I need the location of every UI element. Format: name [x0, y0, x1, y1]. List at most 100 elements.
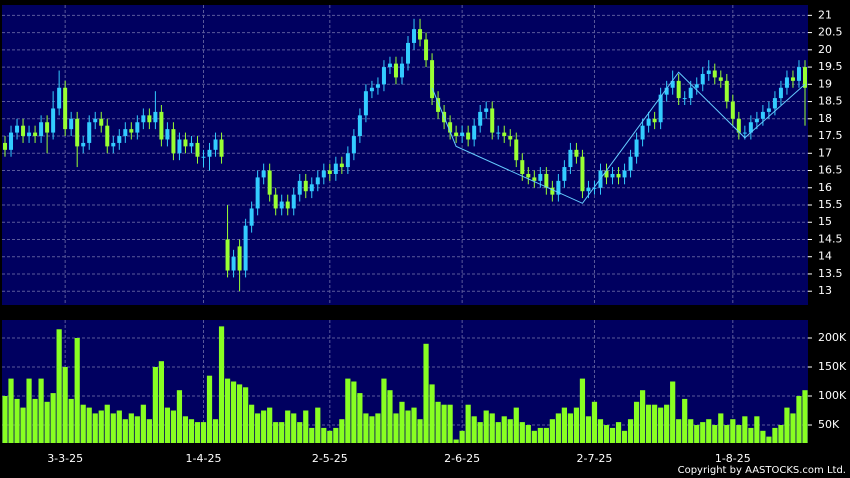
candle-body: [700, 73, 705, 85]
candle-body: [309, 184, 314, 192]
volume-bar: [471, 416, 477, 443]
candle-body: [574, 149, 579, 157]
volume-bar: [267, 407, 273, 443]
y-tick-label: 19.5: [818, 60, 843, 73]
candle-body: [387, 63, 392, 68]
candle-body: [532, 177, 537, 181]
y-tick-label: 15: [818, 215, 832, 228]
volume-bar: [591, 401, 598, 443]
candle-body: [207, 149, 212, 157]
volume-bar: [646, 404, 652, 443]
candle-body: [357, 115, 362, 137]
y-tick-label: 16.5: [818, 164, 843, 177]
candle-body: [39, 122, 44, 137]
candle-body: [369, 87, 374, 92]
volume-bar: [748, 427, 754, 443]
volume-bar: [38, 378, 44, 443]
y-tick-label: 16: [818, 181, 832, 194]
y-tick-label: 17.5: [818, 129, 843, 142]
volume-bar: [303, 410, 309, 443]
volume-bar: [188, 419, 195, 443]
volume-bar: [621, 430, 628, 443]
volume-bar: [802, 390, 808, 443]
volume-bar: [297, 422, 303, 443]
copyright: Copyright by AASTOCKS.com Ltd.: [678, 465, 846, 476]
x-tick-label: 3-3-25: [47, 452, 83, 465]
candle-body: [724, 80, 729, 102]
y-tick-label: 200K: [818, 331, 847, 344]
y-tick-label: 13.5: [818, 267, 843, 280]
candle-body: [345, 153, 350, 168]
candle-body: [514, 139, 519, 161]
y-tick-label: 50K: [818, 418, 840, 431]
candle-body: [189, 142, 194, 147]
candle-body: [742, 132, 747, 134]
candle-body: [718, 77, 723, 81]
candle-body: [273, 194, 278, 209]
candle-body: [640, 125, 645, 140]
candle-body: [406, 42, 411, 64]
candle-body: [153, 111, 158, 123]
candle-body: [682, 98, 687, 100]
y-tick-label: 15.5: [818, 198, 843, 211]
candle-body: [802, 67, 807, 88]
candle-body: [165, 129, 170, 140]
candle-body: [393, 63, 398, 78]
volume-bar: [459, 430, 465, 443]
candle-body: [339, 163, 344, 168]
volume-bar: [417, 419, 423, 443]
volume-bar: [224, 378, 231, 443]
candle-body: [63, 87, 68, 130]
candle-body: [57, 87, 62, 109]
candle-body: [688, 87, 693, 99]
volume-bar: [676, 419, 682, 443]
candle-body: [472, 125, 477, 140]
volume-bar: [134, 416, 140, 443]
volume-bar: [20, 407, 26, 443]
candle-body: [664, 87, 669, 95]
volume-bar: [633, 401, 640, 443]
candle-body: [177, 139, 182, 154]
volume-bar: [140, 404, 146, 443]
candle-body: [784, 77, 789, 88]
volume-bar: [531, 430, 537, 443]
candle-body: [502, 132, 507, 137]
candle-body: [496, 132, 501, 134]
candle-body: [81, 142, 86, 147]
pattern-line: [431, 71, 806, 204]
candle-body: [99, 118, 104, 126]
volume-bar: [700, 422, 706, 443]
candle-body: [508, 136, 513, 140]
volume-bar: [724, 425, 730, 443]
volume-bar: [796, 396, 802, 443]
volume-bar: [255, 413, 261, 443]
candle-body: [562, 167, 567, 181]
volume-bar: [92, 413, 98, 443]
candle-body: [69, 118, 74, 130]
volume-bar: [718, 413, 724, 443]
x-tick-label: 1-4-25: [186, 452, 222, 465]
volume-bar: [74, 337, 80, 443]
volume-bar: [351, 381, 357, 443]
candle-body: [255, 177, 260, 209]
candle-body: [424, 39, 429, 61]
candle-body: [315, 177, 320, 185]
y-tick-label: 19: [818, 77, 832, 90]
candle-body: [3, 142, 8, 150]
candle-body: [141, 115, 146, 123]
volume-bar: [56, 329, 62, 443]
candle-body: [646, 118, 651, 126]
candle-body: [652, 118, 657, 123]
candle-body: [550, 187, 555, 195]
volume-bar: [206, 375, 213, 443]
volume-bar: [116, 410, 122, 443]
candle-body: [33, 132, 38, 137]
y-tick-label: 13: [818, 284, 832, 297]
x-tick-label: 2-6-25: [444, 452, 480, 465]
volume-bar: [555, 413, 561, 443]
candle-body: [375, 84, 380, 88]
candle-body: [9, 132, 14, 150]
candle-body: [484, 108, 489, 112]
y-tick-label: 21: [818, 8, 832, 21]
volume-bar: [200, 422, 207, 443]
